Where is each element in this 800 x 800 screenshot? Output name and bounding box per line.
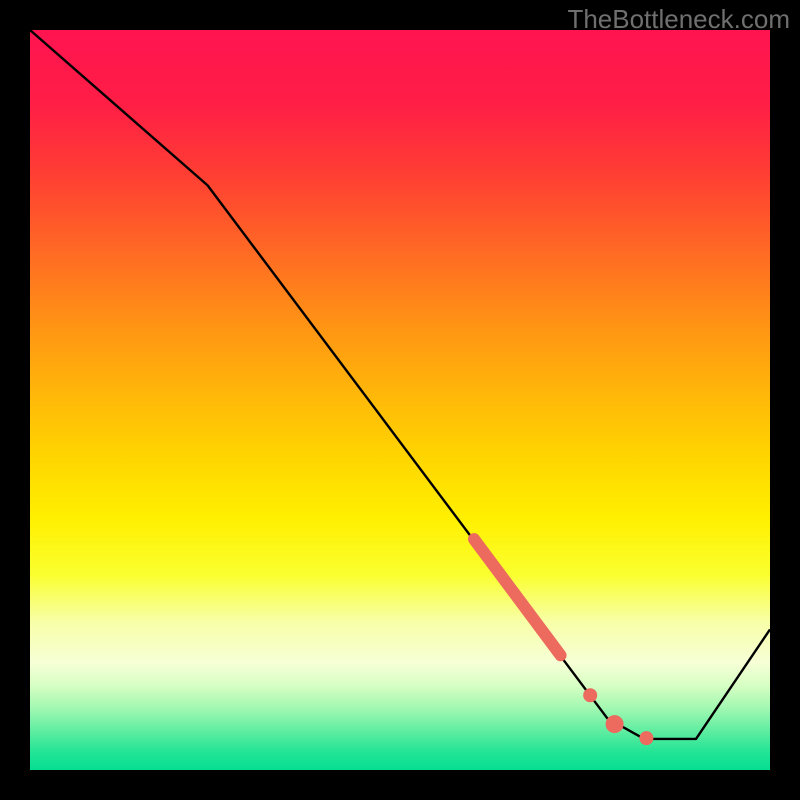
plot-background [30, 30, 770, 770]
highlight-dot-1 [606, 715, 624, 733]
bottleneck-chart [0, 0, 800, 800]
highlight-dot-0 [583, 688, 597, 702]
chart-stage: TheBottleneck.com [0, 0, 800, 800]
highlight-dot-2 [639, 731, 653, 745]
